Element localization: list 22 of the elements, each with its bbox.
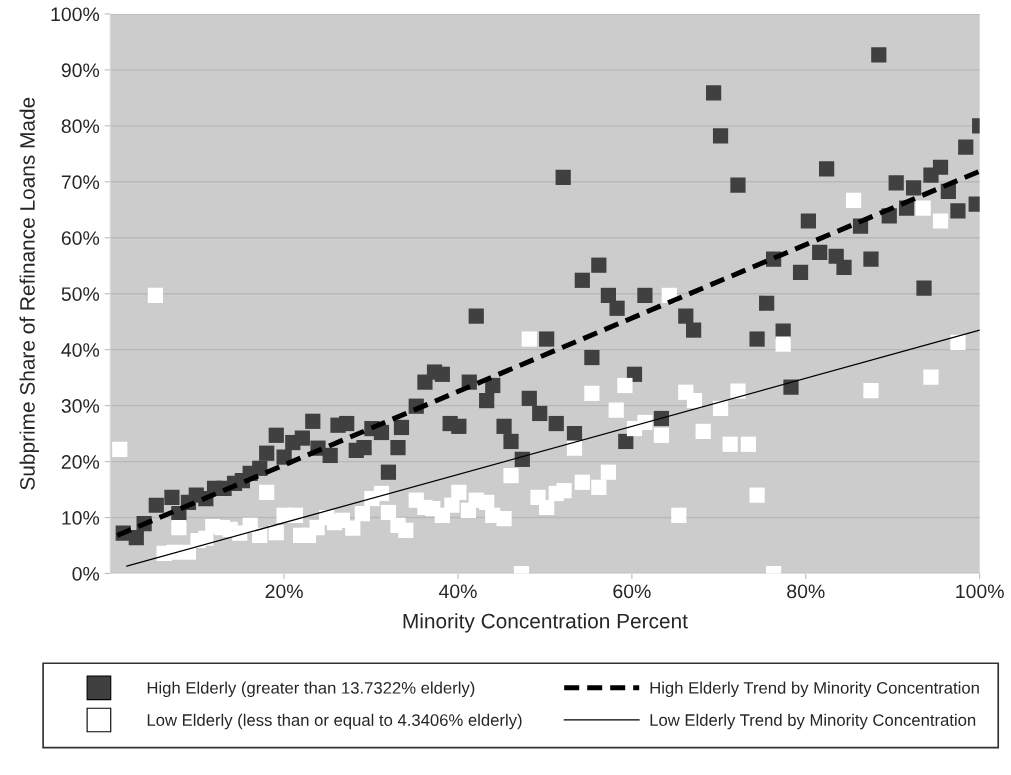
x-tick-label: 60% (613, 584, 651, 599)
y-tick-label: 0% (72, 566, 100, 581)
y-tick-label: 70% (61, 175, 100, 190)
y-tick-label: 60% (61, 231, 100, 246)
x-axis-title: Minority Concentration Percent (403, 613, 688, 633)
legend-label: Low Elderly Trend by Minority Concentration (650, 713, 976, 730)
y-tick-label: 100% (51, 7, 100, 22)
y-axis-title: Subprime Share of Refinance Loans Made (19, 97, 39, 490)
legend-label: Low Elderly (less than or equal to 4.3406% elderly) (147, 713, 522, 730)
x-tick-label: 40% (438, 584, 477, 599)
x-tick-label: 20% (265, 584, 303, 599)
y-tick-label: 40% (61, 343, 100, 357)
y-tick-label: 10% (62, 511, 100, 525)
legend-label: High Elderly (greater than 13.7322% elderly) (147, 681, 475, 698)
x-tick-label: 80% (787, 584, 825, 599)
y-tick-label: 50% (61, 287, 100, 301)
y-tick-label: 30% (61, 399, 100, 413)
y-tick-label: 90% (61, 63, 100, 78)
y-tick-label: 20% (61, 455, 100, 469)
x-tick-label: 100% (956, 584, 1004, 599)
y-tick-label: 80% (61, 119, 100, 134)
legend-label: High Elderly Trend by Minority Concentration (650, 681, 979, 698)
